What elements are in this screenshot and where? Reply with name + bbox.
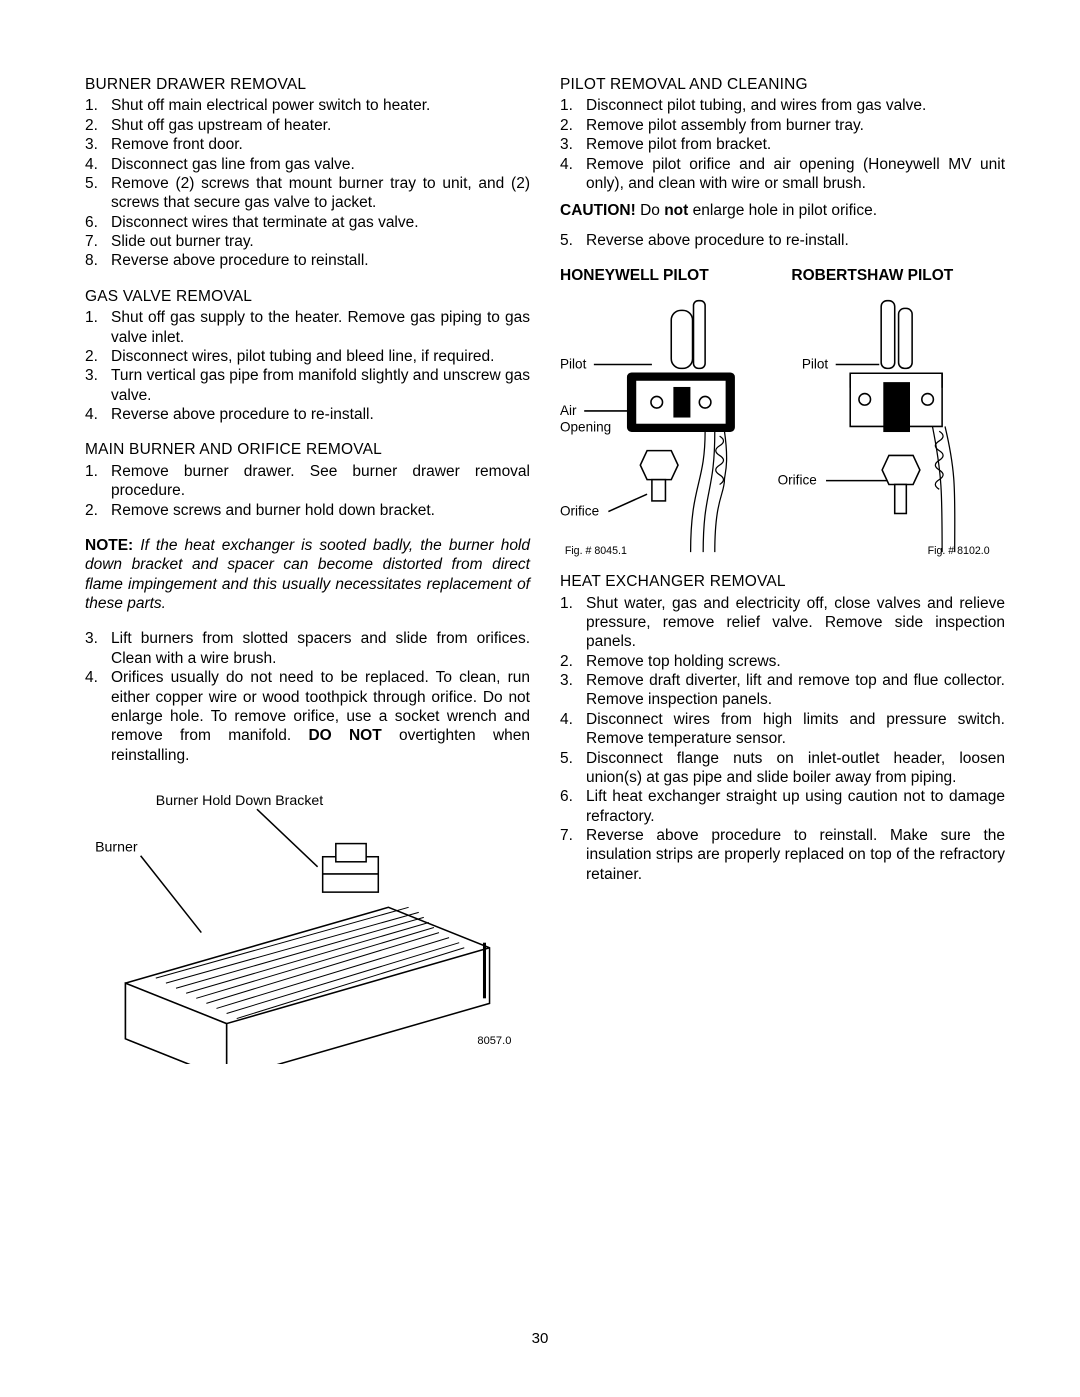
list-item: 8.Reverse above procedure to reinstall. xyxy=(85,251,530,270)
label-pilot-l: Pilot xyxy=(560,357,587,372)
label-orifice-r: Orifice xyxy=(778,473,817,488)
burner-drawer-list: 1.Shut off main electrical power switch … xyxy=(85,96,530,270)
pilot-diagram: Pilot Air Opening Orifice xyxy=(560,291,1005,562)
list-item: 2.Disconnect wires, pilot tubing and ble… xyxy=(85,347,530,366)
main-burner-list-a: 1.Remove burner drawer. See burner drawe… xyxy=(85,462,530,520)
pilot-removal-heading: PILOT REMOVAL AND CLEANING xyxy=(560,75,1005,94)
list-item: 3.Remove pilot from bracket. xyxy=(560,135,1005,154)
list-item: 1.Disconnect pilot tubing, and wires fro… xyxy=(560,96,1005,115)
caution-mid: Do xyxy=(636,202,664,219)
pilot-removal-list: 1.Disconnect pilot tubing, and wires fro… xyxy=(560,96,1005,193)
robertshaw-pilot-heading: ROBERTSHAW PILOT xyxy=(791,266,953,285)
list-item: 4.Reverse above procedure to re-install. xyxy=(85,405,530,424)
list-item: 3.Lift burners from slotted spacers and … xyxy=(85,629,530,668)
pilot-removal-list-5: 5.Reverse above procedure to re-install. xyxy=(560,231,1005,250)
list-item: 7.Slide out burner tray. xyxy=(85,232,530,251)
note-body: If the heat exchanger is sooted badly, t… xyxy=(85,537,530,612)
list-item: 7.Reverse above procedure to reinstall. … xyxy=(560,826,1005,884)
list-item: 1.Shut off main electrical power switch … xyxy=(85,96,530,115)
right-column: PILOT REMOVAL AND CLEANING 1.Disconnect … xyxy=(560,75,1005,1064)
list-item: 1.Remove burner drawer. See burner drawe… xyxy=(85,462,530,501)
list-item: 3.Turn vertical gas pipe from manifold s… xyxy=(85,366,530,405)
list-item: 4.Remove pilot orifice and air opening (… xyxy=(560,155,1005,194)
list-item: 2.Shut off gas upstream of heater. xyxy=(85,116,530,135)
main-burner-list-b: 3.Lift burners from slotted spacers and … xyxy=(85,629,530,765)
gas-valve-heading: GAS VALVE REMOVAL xyxy=(85,287,530,306)
two-column-layout: BURNER DRAWER REMOVAL 1.Shut off main el… xyxy=(85,75,1005,1064)
label-burner: Burner xyxy=(95,839,138,855)
heat-exchanger-heading: HEAT EXCHANGER REMOVAL xyxy=(560,572,1005,591)
pilot-diagram-headings: HONEYWELL PILOT ROBERTSHAW PILOT xyxy=(560,266,1005,285)
label-pilot-r: Pilot xyxy=(802,357,829,372)
list-item: 2.Remove screws and burner hold down bra… xyxy=(85,501,530,520)
label-bracket: Burner Hold Down Bracket xyxy=(156,792,323,808)
heat-exchanger-list: 1.Shut water, gas and electricity off, c… xyxy=(560,594,1005,885)
list-item: 1.Shut water, gas and electricity off, c… xyxy=(560,594,1005,652)
list-item: 4.Disconnect wires from high limits and … xyxy=(560,710,1005,749)
burner-diagram-svg: Burner Hold Down Bracket Burner xyxy=(85,791,530,1064)
caution-not: not xyxy=(664,202,688,219)
list-item: 3.Remove front door. xyxy=(85,135,530,154)
label-orifice-l: Orifice xyxy=(560,504,599,519)
list-item: 2.Remove top holding screws. xyxy=(560,652,1005,671)
fig-right: Fig. # 8102.0 xyxy=(928,545,990,557)
caution-lead: CAUTION! xyxy=(560,202,636,219)
honeywell-pilot-heading: HONEYWELL PILOT xyxy=(560,266,791,285)
label-opening: Opening xyxy=(560,420,611,435)
list-item: 5.Disconnect flange nuts on inlet-outlet… xyxy=(560,749,1005,788)
list-item: 6.Disconnect wires that terminate at gas… xyxy=(85,213,530,232)
burner-diagram: Burner Hold Down Bracket Burner xyxy=(85,791,530,1064)
label-air: Air xyxy=(560,403,577,418)
note-lead: NOTE: xyxy=(85,537,133,554)
list-item: 5.Reverse above procedure to re-install. xyxy=(560,231,1005,250)
page-number: 30 xyxy=(0,1330,1080,1349)
left-column: BURNER DRAWER REMOVAL 1.Shut off main el… xyxy=(85,75,530,1064)
pilot-caution: CAUTION! Do not enlarge hole in pilot or… xyxy=(560,201,1005,220)
list-item: 2.Remove pilot assembly from burner tray… xyxy=(560,116,1005,135)
fig-left: Fig. # 8045.1 xyxy=(565,545,627,557)
gas-valve-list: 1.Shut off gas supply to the heater. Rem… xyxy=(85,308,530,424)
list-item: 3.Remove draft diverter, lift and remove… xyxy=(560,671,1005,710)
main-burner-heading: MAIN BURNER AND ORIFICE REMOVAL xyxy=(85,440,530,459)
list-item: 5.Remove (2) screws that mount burner tr… xyxy=(85,174,530,213)
list-item: 1.Shut off gas supply to the heater. Rem… xyxy=(85,308,530,347)
list-item: 4.Orifices usually do not need to be rep… xyxy=(85,668,530,765)
fig-8057: 8057.0 xyxy=(477,1035,511,1047)
burner-drawer-heading: BURNER DRAWER REMOVAL xyxy=(85,75,530,94)
main-burner-note: NOTE: If the heat exchanger is sooted ba… xyxy=(85,536,530,614)
pilot-diagram-svg: Pilot Air Opening Orifice xyxy=(560,291,1005,562)
list-item: 4.Disconnect gas line from gas valve. xyxy=(85,155,530,174)
caution-tail: enlarge hole in pilot orifice. xyxy=(688,202,877,219)
list-item: 6.Lift heat exchanger straight up using … xyxy=(560,787,1005,826)
